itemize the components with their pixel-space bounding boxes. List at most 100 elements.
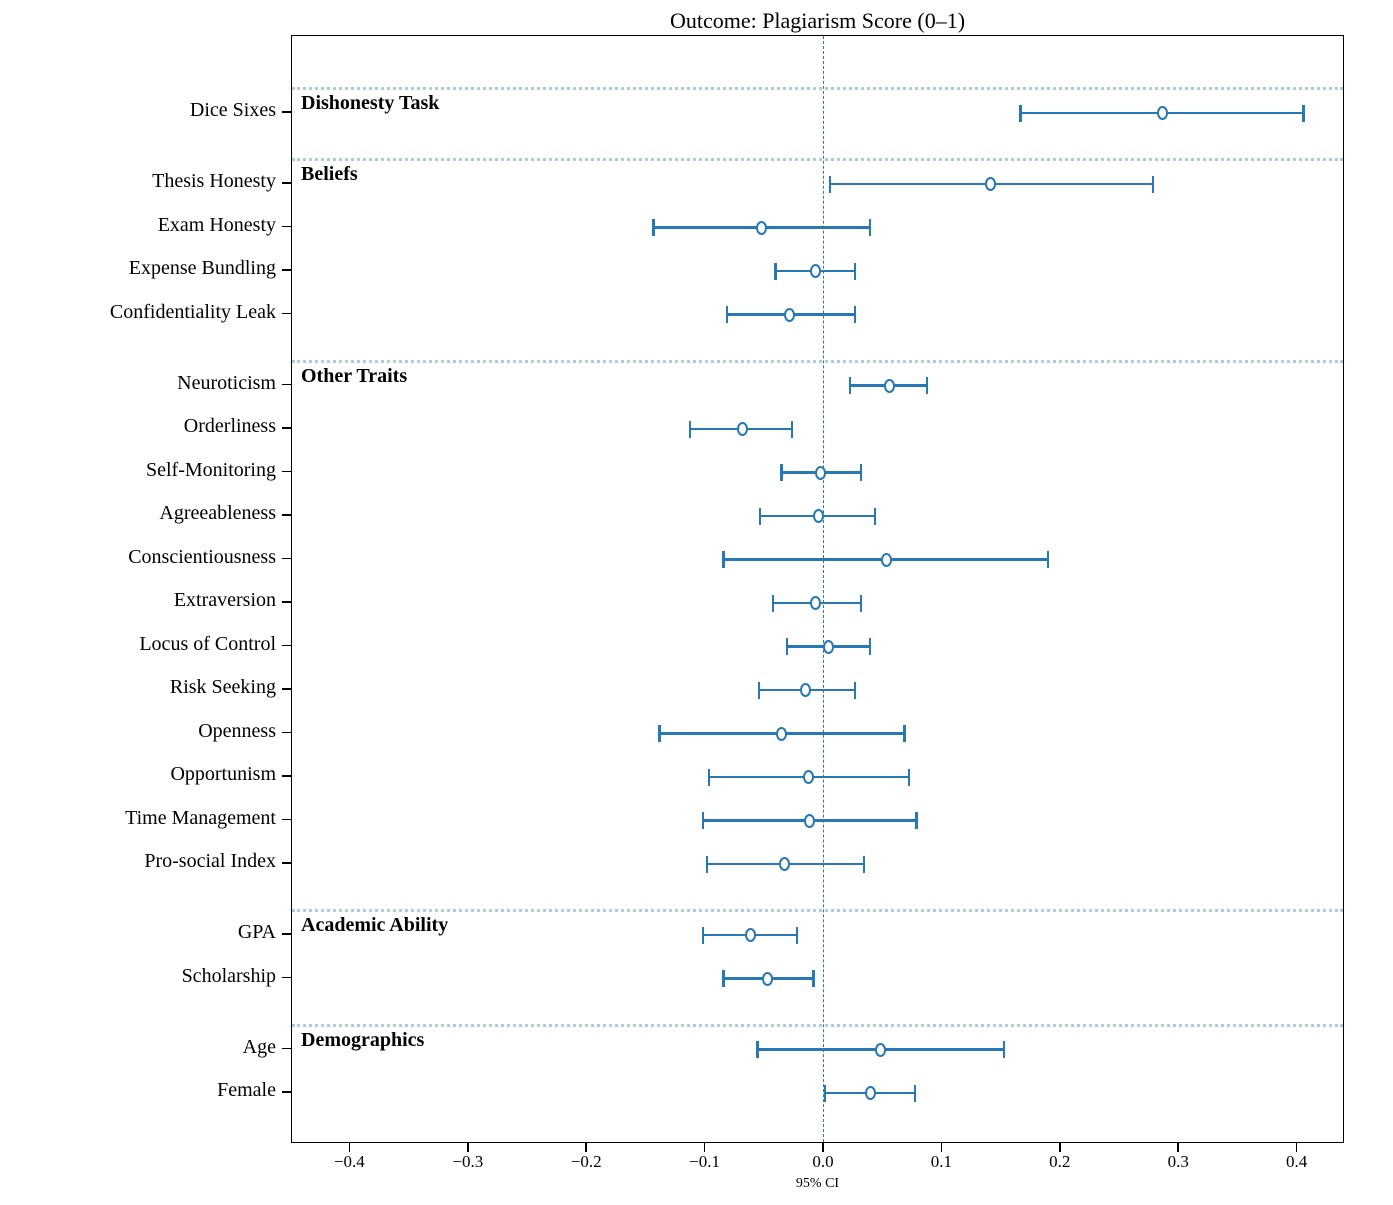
y-axis-row-label: Openness bbox=[198, 719, 276, 742]
x-axis-tick-label: 0.1 bbox=[930, 1152, 953, 1171]
x-axis-tick-label: −0.4 bbox=[333, 1152, 365, 1171]
y-axis-row-label: GPA bbox=[237, 921, 276, 943]
section-header: Dishonesty Task bbox=[301, 92, 440, 114]
zero-reference-line bbox=[823, 36, 824, 1142]
y-axis-tick bbox=[282, 1047, 291, 1050]
point-estimate-marker bbox=[812, 509, 824, 523]
y-axis-tick bbox=[282, 818, 291, 821]
y-axis-tick bbox=[282, 111, 291, 113]
x-axis-tick-label: −0.1 bbox=[689, 1152, 721, 1171]
ci-cap-high bbox=[853, 306, 856, 323]
point-estimate-marker bbox=[864, 1086, 876, 1100]
y-axis-row-label: Risk Seeking bbox=[169, 676, 276, 698]
ci-cap-low bbox=[774, 262, 777, 280]
ci-cap-low bbox=[702, 926, 705, 944]
point-estimate-marker bbox=[1157, 106, 1169, 120]
point-estimate-marker bbox=[883, 378, 895, 393]
y-axis-tick bbox=[282, 312, 291, 315]
y-axis-tick bbox=[282, 225, 291, 228]
ci-cap-high bbox=[1151, 175, 1155, 193]
point-estimate-marker bbox=[881, 552, 893, 567]
point-estimate-marker bbox=[804, 813, 816, 828]
ci-cap-low bbox=[1019, 104, 1022, 122]
y-axis-tick bbox=[282, 514, 291, 516]
x-axis-tick bbox=[1058, 1143, 1061, 1152]
y-axis-tick bbox=[282, 688, 291, 690]
ci-cap-low bbox=[756, 1041, 759, 1058]
y-axis-tick bbox=[282, 557, 291, 560]
y-axis-tick bbox=[282, 269, 291, 271]
y-axis-tick bbox=[282, 976, 291, 979]
point-estimate-marker bbox=[810, 596, 822, 610]
point-estimate-marker bbox=[810, 264, 822, 278]
ci-cap-high bbox=[873, 507, 877, 525]
y-axis-row-label: Exam Honesty bbox=[157, 213, 276, 236]
section-header: Academic Ability bbox=[301, 914, 449, 936]
section-separator-line bbox=[292, 1023, 1343, 1027]
ci-cap-high bbox=[863, 855, 866, 873]
ci-cap-low bbox=[757, 681, 761, 699]
ci-cap-high bbox=[1302, 104, 1305, 122]
y-axis-row-label: Age bbox=[242, 1035, 276, 1058]
x-axis-tick bbox=[348, 1143, 351, 1152]
y-axis-tick bbox=[282, 383, 291, 386]
ci-cap-high bbox=[868, 219, 872, 236]
point-estimate-marker bbox=[736, 422, 748, 436]
plot-area: Dishonesty Task Beliefs Other Traits Academ… bbox=[291, 35, 1344, 1143]
ci-cap-high bbox=[915, 812, 918, 829]
ci-cap-high bbox=[1002, 1041, 1006, 1058]
y-axis-row-label: Self-Monitoring bbox=[146, 458, 276, 481]
section-separator-line bbox=[292, 158, 1343, 161]
y-axis-row-label: Scholarship bbox=[181, 964, 276, 987]
ci-cap-low bbox=[725, 306, 729, 323]
point-estimate-marker bbox=[784, 307, 796, 322]
ci-cap-low bbox=[848, 377, 852, 394]
ci-cap-high bbox=[925, 377, 929, 394]
y-axis-tick bbox=[282, 775, 291, 777]
x-axis-tick bbox=[466, 1143, 469, 1152]
y-axis-row-label: Expense Bundling bbox=[128, 257, 276, 279]
section-separator-line bbox=[292, 87, 1343, 90]
ci-cap-high bbox=[903, 725, 906, 742]
ci-cap-high bbox=[853, 681, 856, 699]
y-axis-row-label: Extraversion bbox=[173, 589, 276, 611]
y-axis-row-label: Agreeableness bbox=[159, 502, 276, 524]
point-estimate-marker bbox=[761, 971, 773, 986]
y-axis-tick bbox=[282, 731, 291, 734]
x-axis-tick-label: −0.2 bbox=[570, 1152, 602, 1171]
ci-cap-high bbox=[859, 594, 862, 612]
ci-cap-low bbox=[707, 768, 711, 786]
x-axis-tick bbox=[822, 1143, 824, 1152]
y-axis-row-label: Female bbox=[217, 1079, 276, 1101]
x-axis-tick-label: −0.3 bbox=[452, 1152, 484, 1171]
ci-cap-low bbox=[823, 1084, 827, 1102]
ci-cap-low bbox=[786, 638, 789, 655]
x-axis-tick bbox=[585, 1143, 588, 1152]
y-axis-row-label: Confidentiality Leak bbox=[109, 300, 276, 323]
point-estimate-marker bbox=[799, 683, 811, 697]
ci-cap-high bbox=[795, 926, 798, 944]
point-estimate-marker bbox=[875, 1042, 887, 1057]
y-axis-row-label: Orderliness bbox=[183, 415, 276, 437]
ci-cap-high bbox=[853, 262, 856, 280]
x-axis-tick bbox=[1177, 1143, 1180, 1152]
section-separator-line bbox=[292, 359, 1343, 363]
section-separator-line bbox=[292, 909, 1343, 912]
x-axis-tick-label: 0.4 bbox=[1285, 1152, 1308, 1171]
ci-cap-high bbox=[868, 638, 872, 655]
x-axis-tick-label: 0.2 bbox=[1049, 1152, 1071, 1171]
y-axis-row-label: Conscientiousness bbox=[128, 545, 276, 568]
point-estimate-marker bbox=[745, 928, 757, 942]
ci-cap-low bbox=[758, 507, 762, 525]
y-axis-tick bbox=[282, 862, 291, 864]
x-axis-tick-label: 0.0 bbox=[812, 1152, 834, 1171]
y-axis-tick bbox=[282, 470, 291, 473]
section-header: Other Traits bbox=[301, 364, 408, 387]
x-axis-tick bbox=[940, 1143, 943, 1152]
chart-title: Outcome: Plagiarism Score (0–1) bbox=[669, 8, 966, 33]
ci-cap-low bbox=[705, 855, 708, 873]
y-axis-row-label: Time Management bbox=[125, 806, 276, 829]
y-axis-row-label: Dice Sixes bbox=[189, 99, 276, 121]
y-axis-row-label: Locus of Control bbox=[139, 632, 276, 655]
